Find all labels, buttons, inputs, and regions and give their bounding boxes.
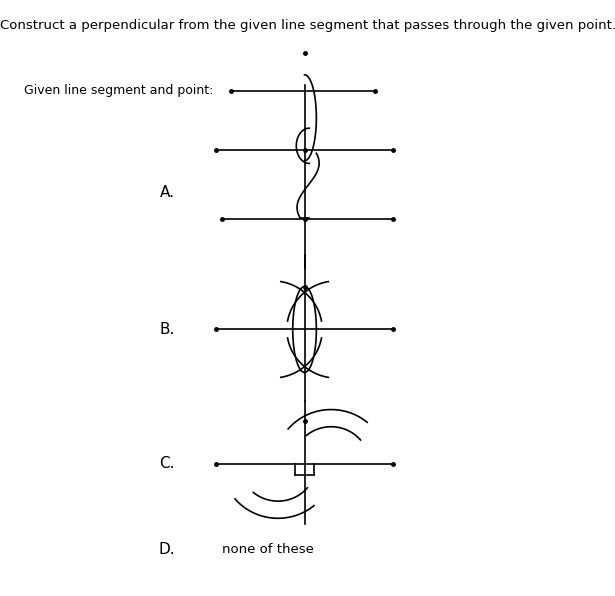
- Text: none of these: none of these: [222, 543, 314, 556]
- Text: Construct a perpendicular from the given line segment that passes through the gi: Construct a perpendicular from the given…: [0, 19, 615, 32]
- Text: B.: B.: [159, 322, 175, 337]
- Text: A.: A.: [160, 185, 175, 200]
- Text: Given line segment and point:: Given line segment and point:: [24, 85, 213, 97]
- Text: D.: D.: [158, 542, 175, 557]
- Text: C.: C.: [159, 457, 175, 471]
